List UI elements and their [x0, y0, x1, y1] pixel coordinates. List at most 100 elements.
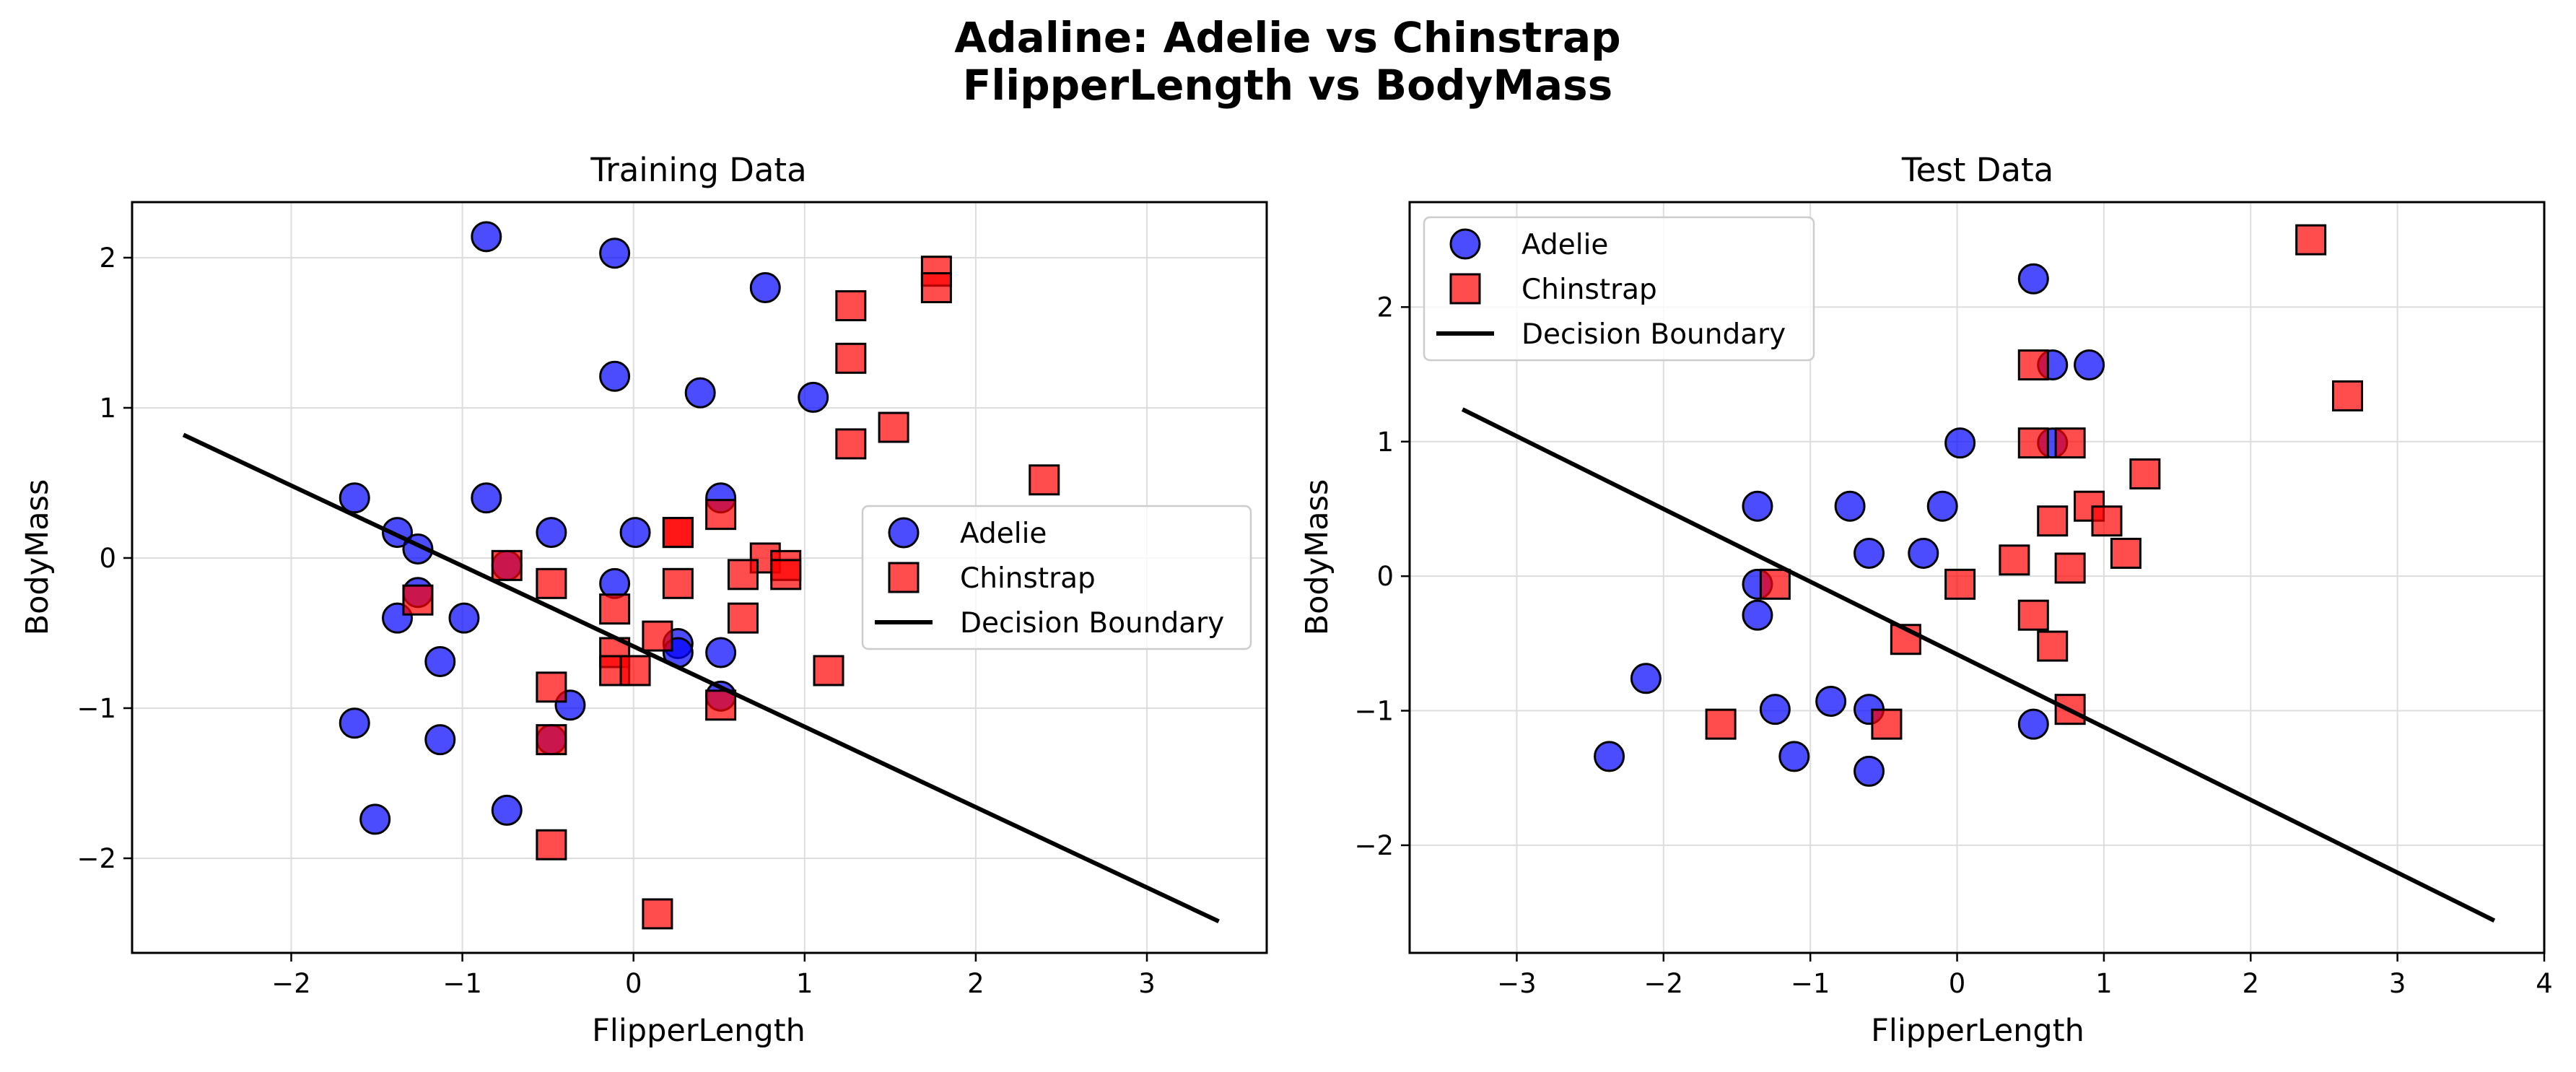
training-adelie-point-5 — [798, 381, 829, 413]
test-ytick-label-2: 0 — [1376, 561, 1394, 592]
test-chinstrap-point-14 — [2017, 599, 2049, 631]
training-chinstrap-point-20 — [642, 620, 673, 652]
test-xtick-label-1: −2 — [1644, 968, 1684, 999]
training-chinstrap-point-3 — [835, 342, 867, 374]
training-axes-frame — [131, 201, 1268, 954]
training-chinstrap-point-15 — [536, 567, 567, 599]
test-ytick-label-4: 2 — [1376, 292, 1394, 323]
test-adelie-point-9 — [1908, 537, 1939, 569]
training-legend-box — [861, 505, 1252, 650]
test-chinstrap-point-4 — [2054, 427, 2086, 459]
training-xtick-label-3: 1 — [796, 968, 813, 999]
training-adelie-point-2 — [749, 272, 781, 304]
training-adelie-point-20 — [705, 637, 737, 668]
test-adelie-point-18 — [1778, 741, 1810, 772]
training-adelie-point-7 — [471, 482, 502, 514]
training-legend-label-1: Chinstrap — [960, 562, 1096, 595]
test-chinstrap-point-3 — [2017, 427, 2049, 459]
training-adelie-point-28 — [359, 803, 391, 835]
training-chinstrap-point-13 — [770, 559, 802, 591]
training-ytick-label-2: 0 — [99, 543, 116, 574]
training-chinstrap-point-6 — [1029, 464, 1060, 496]
training-chinstrap-point-1 — [920, 272, 952, 304]
test-data-title: Test Data — [1901, 151, 2053, 189]
test-adelie-point-7 — [1926, 490, 1958, 522]
test-legend-box — [1423, 216, 1815, 362]
training-xtick-label-2: 0 — [625, 968, 642, 999]
training-adelie-point-4 — [684, 377, 716, 409]
training-chinstrap-point-4 — [878, 411, 909, 443]
training-legend-chinstrap-marker — [888, 562, 920, 593]
test-adelie-point-17 — [1594, 741, 1625, 772]
training-adelie-point-27 — [491, 794, 523, 826]
test-adelie-point-5 — [1742, 490, 1773, 522]
test-legend: Adelie Chinstrap Decision Boundary — [1423, 216, 1815, 362]
test-chinstrap-point-5 — [2129, 458, 2161, 489]
training-chinstrap-point-16 — [662, 567, 694, 599]
test-chinstrap-point-11 — [2054, 552, 2086, 584]
test-xtick-label-4: 1 — [2095, 968, 2113, 999]
test-chinstrap-point-1 — [2017, 349, 2049, 381]
training-chinstrap-point-18 — [599, 593, 631, 625]
training-adelie-point-10 — [536, 517, 567, 549]
test-xtick-label-2: −1 — [1791, 968, 1830, 999]
training-adelie-point-17 — [448, 602, 480, 634]
test-chinstrap-point-15 — [1890, 624, 1921, 655]
test-chinstrap-point-10 — [1999, 544, 2030, 576]
test-chinstrap-point-8 — [2037, 505, 2069, 537]
training-decision-boundary-line — [182, 432, 1220, 924]
training-ytick-label-3: 1 — [99, 393, 116, 424]
test-xtick-label-7: 4 — [2536, 968, 2553, 999]
test-adelie-point-0 — [2017, 263, 2049, 295]
test-adelie-point-6 — [1834, 490, 1866, 522]
test-data-panel: Test Data FlipperLength BodyMass −3 −2 −1 0… — [1299, 151, 2553, 1049]
test-chinstrap-point-18 — [1705, 708, 1737, 740]
training-xtick-label-1: −1 — [442, 968, 482, 999]
test-data-xlabel: FlipperLength — [1871, 1013, 2084, 1049]
training-xtick-label-0: −2 — [271, 968, 311, 999]
training-data-title: Training Data — [590, 151, 806, 189]
test-chinstrap-point-13 — [1944, 568, 1976, 600]
test-ytick-label-3: 1 — [1376, 427, 1394, 458]
test-adelie-point-11 — [1742, 599, 1773, 631]
training-legend-label-2: Decision Boundary — [960, 607, 1224, 640]
test-plot-area — [1461, 224, 2496, 923]
test-adelie-point-12 — [1630, 663, 1662, 694]
test-adelie-point-16 — [2017, 708, 2049, 740]
test-adelie-point-2 — [2074, 349, 2105, 381]
training-chinstrap-point-7 — [705, 499, 737, 531]
test-adelie-point-3 — [1944, 427, 1976, 459]
test-xtick-label-3: 0 — [1949, 968, 1966, 999]
training-ytick-label-1: −1 — [77, 693, 116, 724]
test-xtick-label-0: −3 — [1497, 968, 1537, 999]
training-xtick-label-5: 3 — [1138, 968, 1156, 999]
training-legend: Adelie Chinstrap Decision Boundary — [861, 505, 1252, 650]
test-chinstrap-point-19 — [1871, 708, 1903, 740]
test-ytick-label-0: −2 — [1354, 830, 1394, 861]
test-xtick-label-5: 2 — [2242, 968, 2259, 999]
test-legend-adelie-marker — [1449, 228, 1481, 260]
training-chinstrap-point-2 — [835, 290, 867, 322]
training-adelie-point-24 — [339, 707, 370, 739]
training-adelie-point-25 — [424, 724, 456, 756]
test-adelie-point-19 — [1854, 755, 1885, 787]
training-chinstrap-point-5 — [835, 428, 867, 460]
training-chinstrap-point-24 — [813, 655, 844, 687]
test-chinstrap-point-9 — [2110, 537, 2141, 569]
figure-title-line2: FlipperLength vs BodyMass — [963, 61, 1612, 110]
test-legend-label-1: Chinstrap — [1521, 274, 1657, 306]
training-chinstrap-point-27 — [536, 724, 567, 756]
training-chinstrap-point-23 — [619, 655, 651, 687]
test-axes-frame — [1408, 201, 2546, 954]
test-chinstrap-point-0 — [2295, 224, 2327, 256]
test-xtick-label-6: 3 — [2389, 968, 2406, 999]
test-chinstrap-point-16 — [2037, 630, 2069, 662]
training-legend-adelie-marker — [888, 517, 920, 549]
test-chinstrap-point-12 — [1759, 568, 1791, 600]
training-chinstrap-point-25 — [536, 671, 567, 703]
training-ytick-label-4: 2 — [99, 243, 116, 274]
test-chinstrap-point-7 — [2091, 505, 2123, 537]
test-adelie-point-8 — [1854, 537, 1885, 569]
training-adelie-point-6 — [339, 482, 370, 514]
